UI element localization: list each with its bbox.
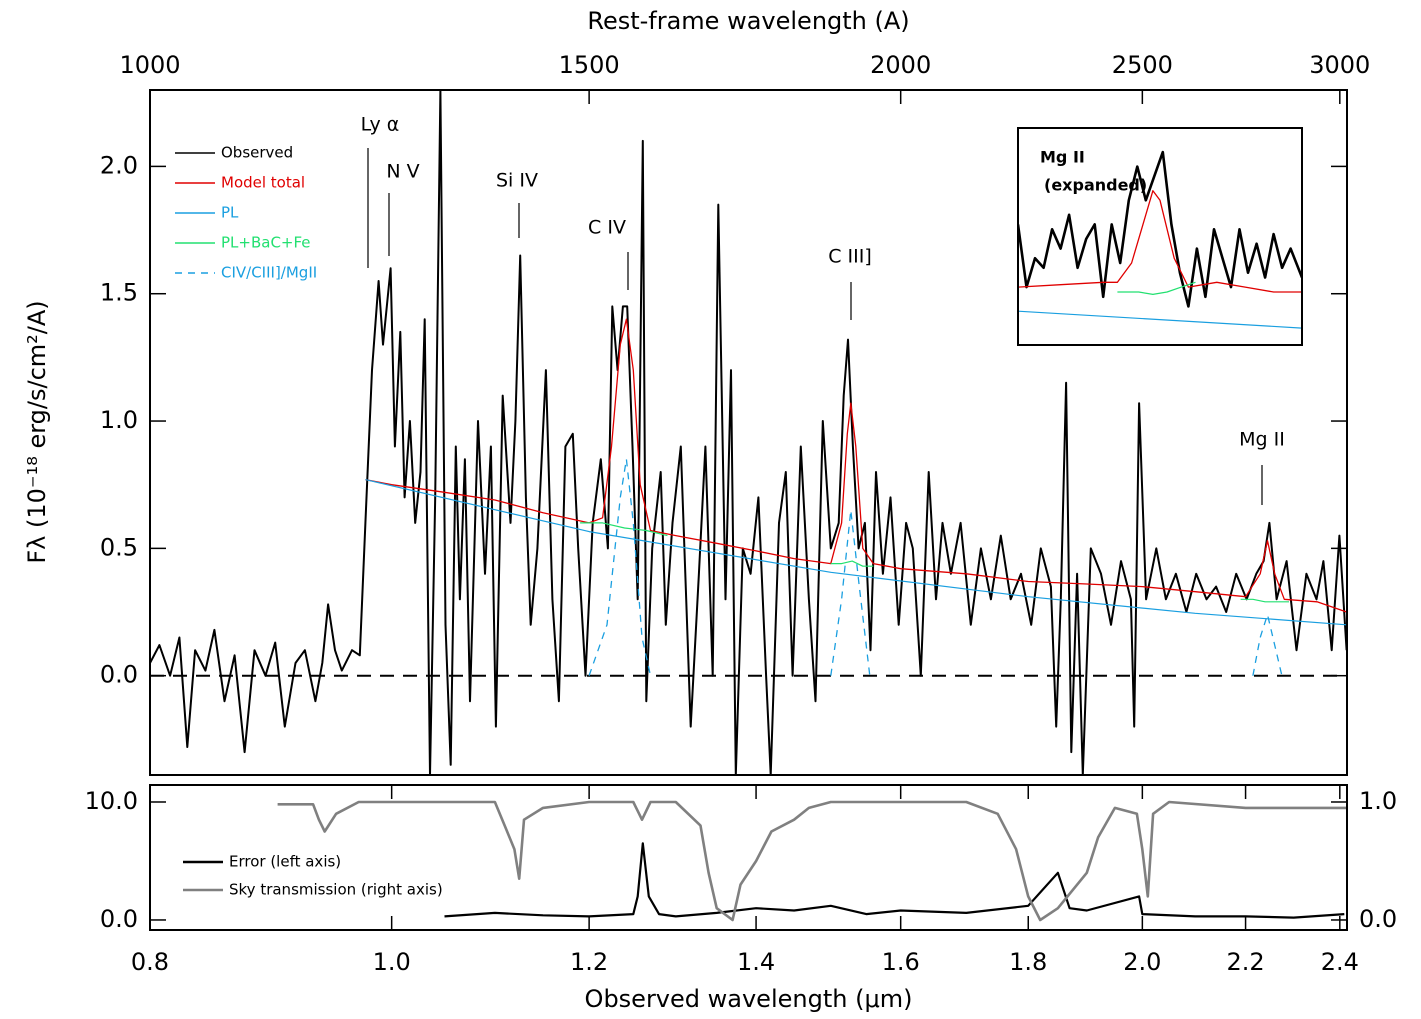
legend-label: Observed xyxy=(221,144,293,162)
line-label: Ly α xyxy=(361,114,400,136)
series-line xyxy=(588,458,1283,676)
y-tick-label: 2.0 xyxy=(100,151,138,179)
x-tick-label: 1.6 xyxy=(882,948,920,976)
legend-label: Sky transmission (right axis) xyxy=(229,881,443,899)
plot-area xyxy=(277,800,1347,922)
y-tick-label: 0.5 xyxy=(100,533,138,561)
legend-label: Error (left axis) xyxy=(229,853,341,871)
legend-label: PL xyxy=(221,204,239,222)
series-line xyxy=(277,800,1347,922)
x-tick-label: 1.8 xyxy=(1009,948,1047,976)
line-label: C IV xyxy=(588,217,626,239)
line-label: Mg II xyxy=(1239,429,1285,451)
x-tick-label: 2.0 xyxy=(1123,948,1161,976)
legend-label: CIV/CIII]/MgII xyxy=(221,264,317,282)
y-tick-label: 1.5 xyxy=(100,279,138,307)
inset-title: Mg II xyxy=(1040,148,1085,167)
x-tick-label: 1.0 xyxy=(373,948,411,976)
panel-frame xyxy=(149,89,1348,776)
line-label: C III] xyxy=(828,246,872,268)
y-tick-label: 1.0 xyxy=(100,406,138,434)
panel-frame xyxy=(1017,127,1303,346)
panel-frame xyxy=(149,784,1348,931)
series-line xyxy=(1018,190,1302,293)
y-tick-label: 0.0 xyxy=(100,905,138,933)
x2-tick-label: 2500 xyxy=(1112,51,1173,79)
series-line xyxy=(580,522,1289,603)
y-tick-label: 0.0 xyxy=(100,661,138,689)
y-axis-label: Fλ (10⁻¹⁸ erg/s/cm²/A) xyxy=(23,300,51,563)
line-label: N V xyxy=(386,161,419,183)
x-tick-label: 2.2 xyxy=(1226,948,1264,976)
inset-subtitle: (expanded) xyxy=(1044,176,1147,195)
y2-tick-label: 1.0 xyxy=(1359,787,1397,815)
x-axis-label: Observed wavelength (μm) xyxy=(585,985,913,1013)
plot-area xyxy=(150,90,1347,775)
x-tick-label: 1.4 xyxy=(737,948,775,976)
x2-tick-label: 2000 xyxy=(870,51,931,79)
series-line xyxy=(444,842,1345,919)
x-tick-label: 0.8 xyxy=(131,948,169,976)
series-line xyxy=(365,479,1347,626)
series-line xyxy=(1018,310,1302,329)
series-line xyxy=(1018,150,1302,308)
x2-tick-label: 3000 xyxy=(1309,51,1370,79)
plot-area xyxy=(1018,150,1302,329)
x-tick-label: 2.4 xyxy=(1321,948,1359,976)
x2-axis-label: Rest-frame wavelength (A) xyxy=(587,7,909,35)
x2-tick-label: 1000 xyxy=(119,51,180,79)
y2-tick-label: 0.0 xyxy=(1359,905,1397,933)
x2-tick-label: 1500 xyxy=(559,51,620,79)
line-label: Si IV xyxy=(496,170,538,192)
series-line xyxy=(365,318,1347,613)
legend-label: PL+BaC+Fe xyxy=(221,234,311,252)
series-line xyxy=(150,90,1347,775)
x-tick-label: 1.2 xyxy=(570,948,608,976)
series-line xyxy=(1117,281,1196,295)
y-tick-label: 10.0 xyxy=(85,787,138,815)
legend-label: Model total xyxy=(221,174,305,192)
